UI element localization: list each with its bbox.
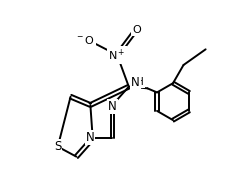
Text: O: O <box>132 25 141 35</box>
Text: N: N <box>108 100 117 113</box>
Text: N: N <box>86 131 94 144</box>
Text: $^-$O: $^-$O <box>75 34 95 46</box>
Text: H: H <box>136 77 144 87</box>
Text: N$^+$: N$^+$ <box>108 47 126 63</box>
Text: N: N <box>131 76 140 89</box>
Text: S: S <box>54 140 61 153</box>
